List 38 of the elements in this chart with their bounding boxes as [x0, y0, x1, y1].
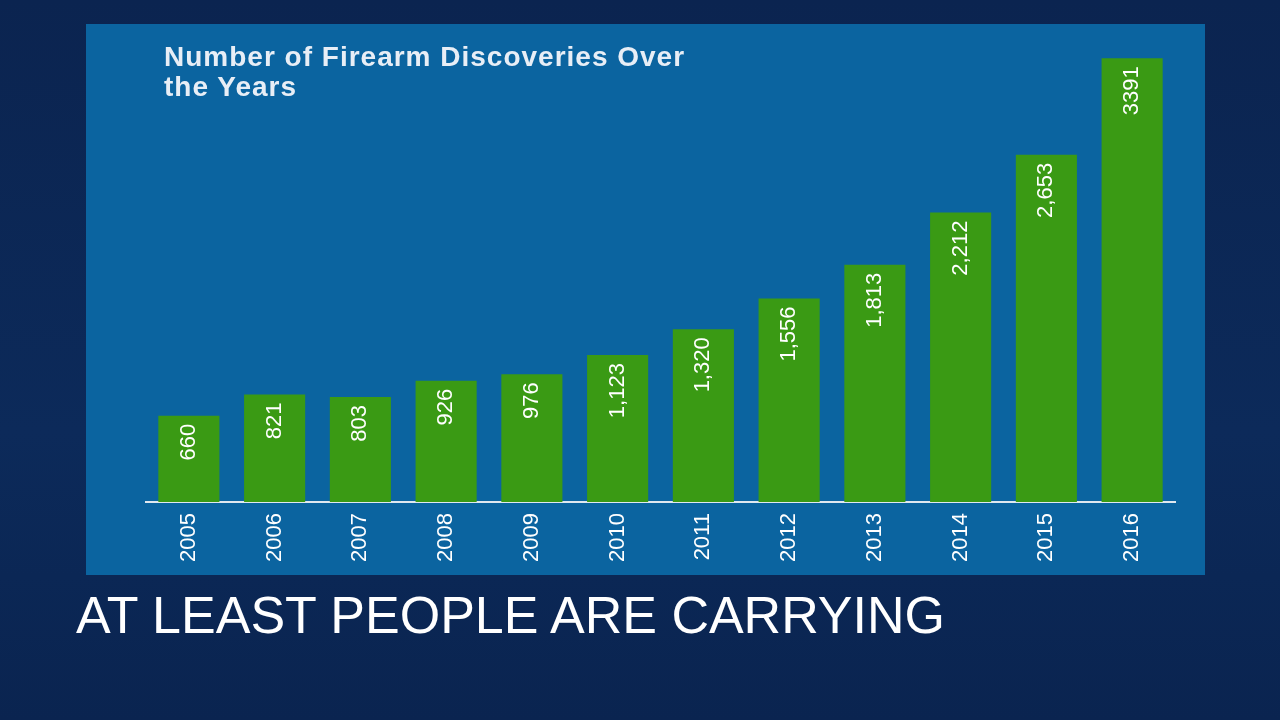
x-tick-label: 2010 [603, 513, 629, 563]
x-tick-label: 2009 [517, 513, 543, 563]
data-label: 803 [346, 404, 372, 442]
data-label: 1,813 [860, 272, 886, 328]
x-tick-label: 2005 [174, 513, 200, 563]
bar [930, 212, 992, 503]
data-label: 976 [517, 382, 543, 420]
x-tick-label: 2012 [775, 513, 801, 563]
data-label: 1,320 [689, 337, 715, 393]
data-label: 926 [432, 388, 458, 426]
bar [158, 415, 220, 503]
x-tick-label: 2013 [860, 513, 886, 563]
chart-title: Number of Firearm Discoveries Over the Years [164, 41, 686, 102]
bar [1015, 154, 1077, 503]
x-tick-label: 2007 [346, 513, 372, 563]
data-label: 1,556 [775, 306, 801, 362]
data-label: 660 [174, 423, 200, 461]
bar [1101, 58, 1163, 503]
x-tick-label: 2006 [260, 513, 286, 563]
x-tick-label: 2014 [946, 513, 972, 563]
x-tick-label: 2016 [1118, 513, 1144, 563]
data-label: 821 [260, 402, 286, 440]
x-tick-label: 2015 [1032, 513, 1058, 563]
bar [587, 355, 649, 503]
data-label: 1,123 [603, 363, 629, 419]
data-label: 2,212 [946, 220, 972, 276]
bar [844, 264, 906, 503]
bar [329, 396, 391, 503]
bar [244, 394, 306, 503]
text: AT LEAST PEOPLE ARE CARRYING [76, 585, 945, 645]
bar [501, 374, 563, 503]
data-label: 3391 [1118, 66, 1144, 116]
data-label: 2,653 [1032, 162, 1058, 218]
x-tick-label: 2011 [689, 513, 715, 561]
bar [415, 380, 477, 503]
x-tick-label: 2008 [432, 513, 458, 563]
bar [758, 298, 820, 503]
bar [672, 329, 734, 503]
